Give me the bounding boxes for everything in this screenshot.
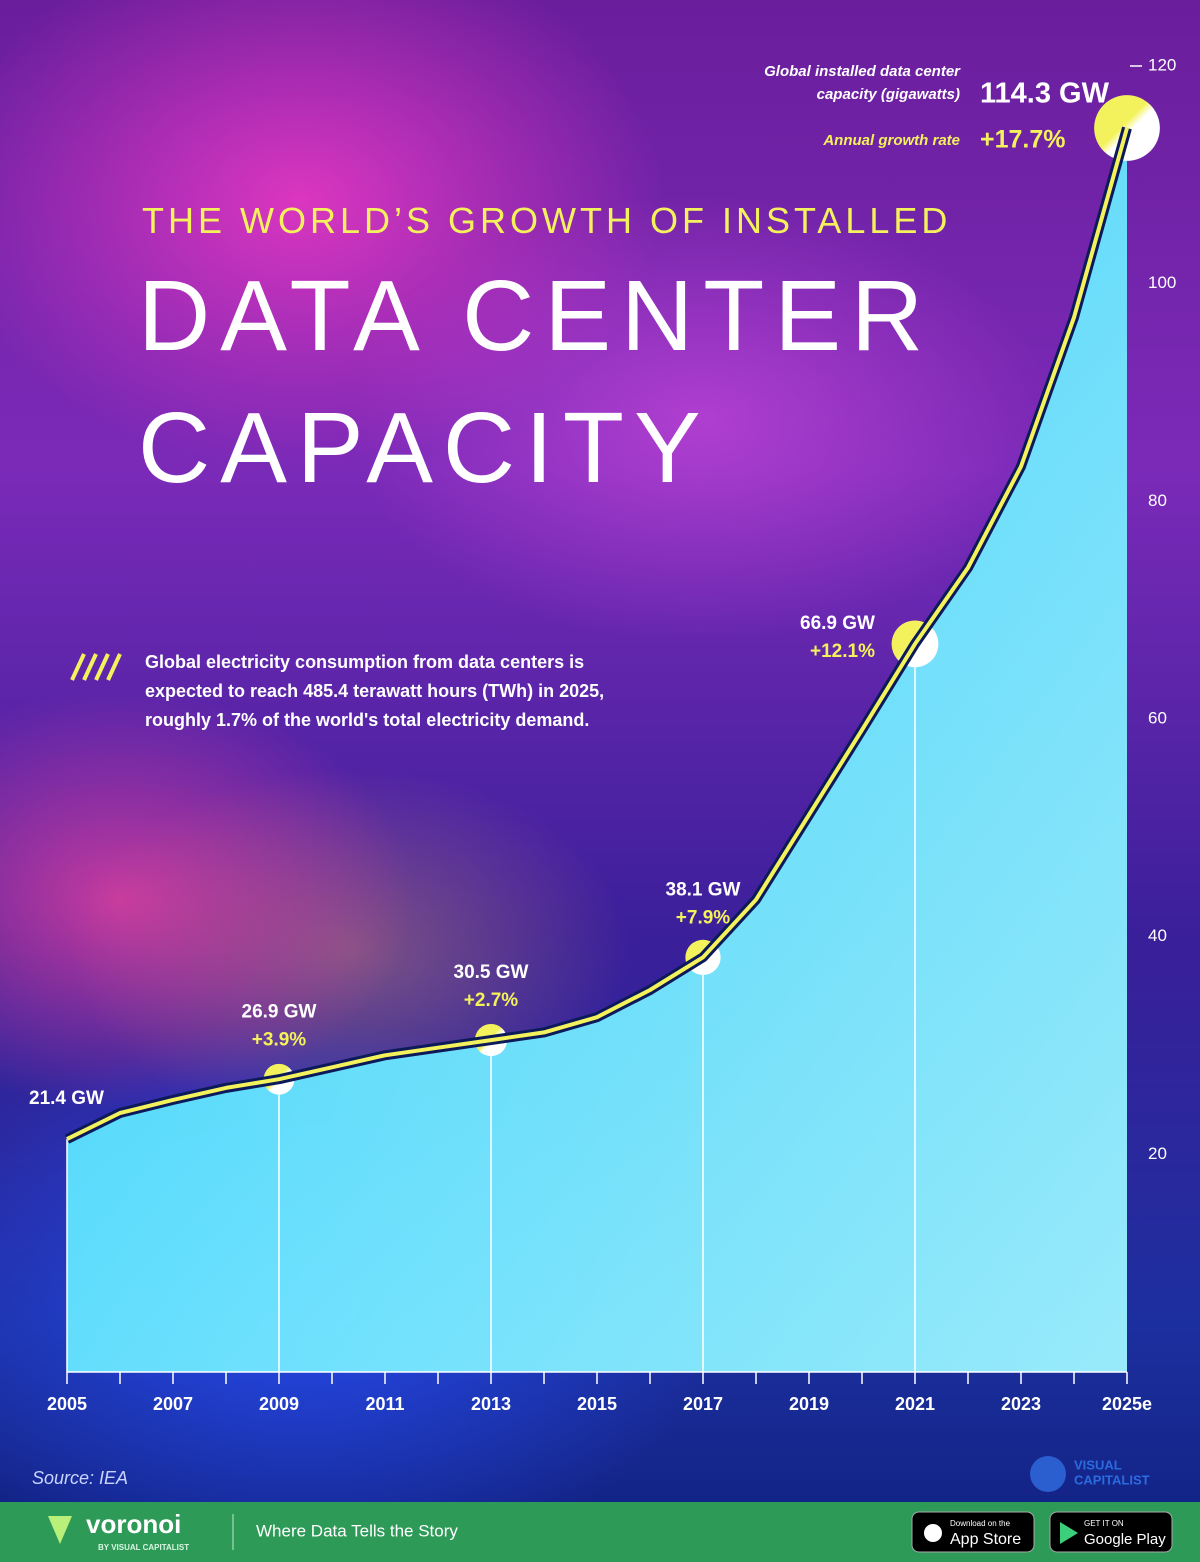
x-tick-label: 2011 <box>365 1394 404 1414</box>
google-play-big: Google Play <box>1084 1531 1166 1548</box>
x-tick-label: 2017 <box>683 1394 723 1414</box>
x-tick-label: 2023 <box>1001 1394 1041 1414</box>
x-tick-label: 2019 <box>789 1394 829 1414</box>
growth-label: +17.7% <box>980 126 1066 154</box>
tagline: Where Data Tells the Story <box>256 1521 458 1540</box>
legend-growth-caption: Annual growth rate <box>823 132 960 149</box>
apple-icon <box>924 1524 942 1542</box>
note: Global electricity consumption from data… <box>145 652 605 730</box>
growth-label: +2.7% <box>464 990 519 1011</box>
value-label: 26.9 GW <box>242 1001 317 1022</box>
logo-icon <box>1030 1456 1066 1492</box>
x-tick-label: 2007 <box>153 1394 193 1414</box>
value-label: 66.9 GW <box>800 613 875 634</box>
brand-icon <box>48 1516 72 1544</box>
note-icon <box>70 653 122 681</box>
x-tick-label: 2025e <box>1102 1394 1152 1414</box>
legend-value-caption: Global installed data center capacity (g… <box>764 63 960 103</box>
growth-label: +7.9% <box>676 907 731 928</box>
y-tick-label: 60 <box>1148 708 1167 727</box>
area-fill <box>67 128 1127 1372</box>
value-label: 21.4 GW <box>29 1088 104 1109</box>
source: Source: IEA <box>32 1468 129 1488</box>
x-tick-label: 2009 <box>259 1394 299 1414</box>
x-tick-label: 2013 <box>471 1394 511 1414</box>
title: DATA CENTER CAPACITY <box>138 260 934 504</box>
y-tick-label: 100 <box>1148 273 1176 292</box>
subtitle: THE WORLD’S GROWTH OF INSTALLED <box>142 200 952 241</box>
x-tick-label: 2021 <box>895 1394 935 1414</box>
y-tick-label: 40 <box>1148 926 1167 945</box>
google-play-small: GET IT ON <box>1084 1519 1124 1528</box>
play-icon <box>1060 1522 1078 1544</box>
app-store-small: Download on the <box>950 1519 1011 1528</box>
x-tick-label: 2015 <box>577 1394 617 1414</box>
plot: 20 40 60 80 100 120 2005 2007 2009 2011 2013 2015 20… <box>29 55 1176 1413</box>
line <box>66 127 1129 1141</box>
logo-line: VISUAL <box>1074 1457 1122 1472</box>
x-tick-label: 2005 <box>47 1394 87 1414</box>
app-store-big: App Store <box>950 1531 1021 1548</box>
value-label: 114.3 GW <box>980 78 1110 110</box>
google-play-badge[interactable] <box>1049 1511 1173 1553</box>
value-label: 38.1 GW <box>666 879 741 900</box>
growth-label: +12.1% <box>810 641 875 662</box>
y-tick-label: 80 <box>1148 491 1167 510</box>
logo-line: CAPITALIST <box>1074 1472 1150 1487</box>
y-tick-label: 120 <box>1148 55 1176 74</box>
brand-sub: BY VISUAL CAPITALIST <box>98 1543 189 1552</box>
growth-label: +3.9% <box>252 1029 307 1050</box>
brand: voronoi <box>86 1509 181 1539</box>
y-tick-label: 20 <box>1148 1144 1167 1163</box>
app-store-badge[interactable] <box>911 1511 1035 1553</box>
value-label: 30.5 GW <box>454 962 529 983</box>
